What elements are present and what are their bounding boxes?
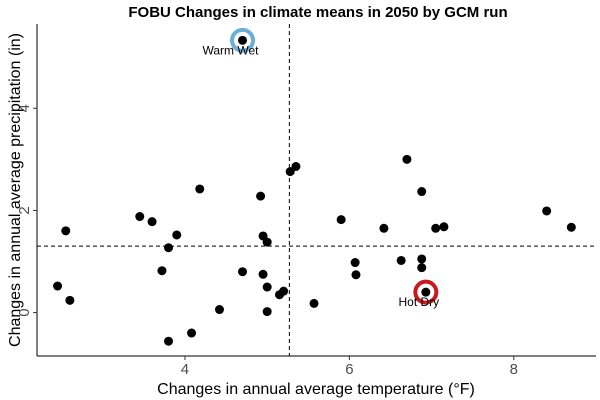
x-tick-label: 6 [345, 361, 353, 378]
data-point [566, 222, 576, 232]
data-point [65, 295, 75, 305]
data-point [431, 223, 441, 233]
data-point [164, 243, 174, 253]
x-tick-label: 4 [181, 361, 189, 378]
data-point [258, 269, 268, 279]
data-point [379, 223, 389, 233]
data-point [147, 217, 157, 227]
data-point [53, 281, 63, 291]
data-point [285, 167, 295, 177]
y-tick-label: 2 [16, 206, 33, 214]
data-point [439, 222, 449, 232]
data-point [187, 328, 197, 338]
x-ticks: 4 6 8 [181, 356, 518, 378]
y-tick-label: 4 [16, 104, 33, 112]
data-point [417, 263, 427, 273]
data-point [238, 267, 248, 277]
data-point [336, 215, 346, 225]
data-points [53, 154, 576, 346]
data-point [256, 191, 266, 201]
highlighted-points: Warm Wet Hot Dry [203, 27, 439, 309]
highlight-ring [230, 27, 256, 53]
axes [36, 24, 596, 357]
data-point [350, 258, 360, 268]
data-point [402, 154, 412, 164]
chart-title: FOBU Changes in climate means in 2050 by… [128, 4, 507, 21]
data-point [396, 255, 406, 265]
data-point [262, 237, 272, 247]
data-point [61, 226, 71, 236]
y-axis-label: Changes in annual average precipitation … [7, 33, 24, 347]
data-point [172, 230, 182, 240]
y-tick-label: 0 [16, 308, 33, 316]
data-point [135, 212, 145, 222]
data-point [417, 254, 427, 264]
highlight-ring [413, 279, 439, 305]
data-point [238, 35, 248, 45]
data-point [309, 298, 319, 308]
data-point [291, 162, 301, 172]
data-point [195, 184, 205, 194]
data-point [262, 282, 272, 292]
x-tick-label: 8 [510, 361, 518, 378]
data-point [421, 287, 431, 297]
reference-lines [37, 24, 596, 356]
y-ticks: 0 2 4 [16, 104, 37, 317]
data-point [157, 266, 167, 276]
data-point [214, 305, 224, 315]
data-point [279, 286, 289, 296]
data-point [351, 270, 361, 280]
x-axis-label: Changes in annual average temperature (°… [157, 381, 475, 398]
data-point [417, 187, 427, 197]
data-point [262, 307, 272, 317]
point-annotation: Warm Wet [203, 43, 260, 57]
data-point [164, 336, 174, 346]
data-point [542, 206, 552, 216]
point-annotation: Hot Dry [398, 295, 439, 309]
